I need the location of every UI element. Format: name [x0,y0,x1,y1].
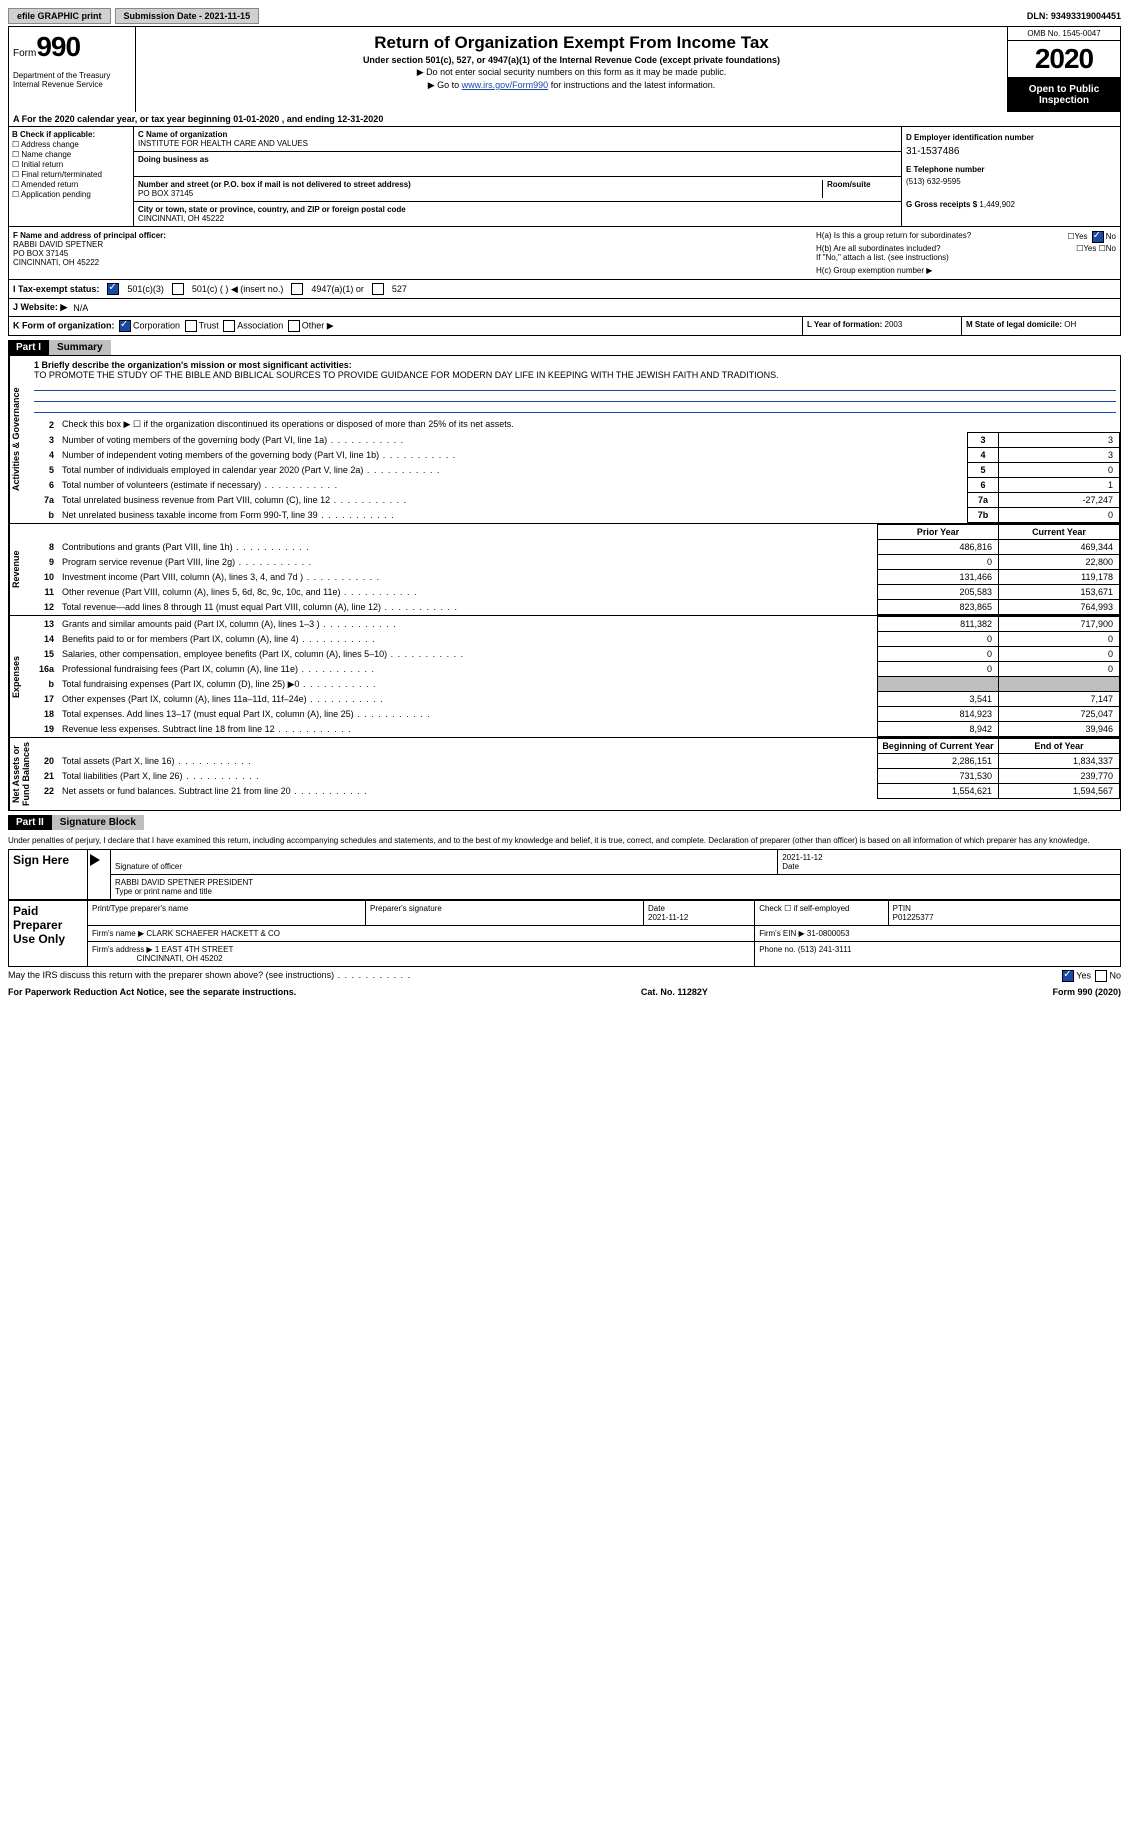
checkbox-discuss-no[interactable] [1095,970,1107,982]
arrow-icon [88,850,111,900]
topbar: efile GRAPHIC print Submission Date - 20… [8,8,1121,24]
org-address: PO BOX 37145 [138,189,822,198]
form-header: Form990 Department of the Treasury Inter… [8,26,1121,112]
page-title: Return of Organization Exempt From Incom… [142,33,1001,53]
dln: DLN: 93493319004451 [1027,11,1121,21]
submission-date: Submission Date - 2021-11-15 [115,8,260,24]
org-city: CINCINNATI, OH 45222 [138,214,897,223]
checkbox-address-change[interactable]: ☐ Address change [12,140,130,149]
mission: 1 Briefly describe the organization's mi… [30,356,1120,417]
part1-header: Part I Summary [8,340,1121,355]
tax-status-row: I Tax-exempt status: 501(c)(3) 501(c) ( … [8,280,1121,299]
expenses-section: Expenses 13Grants and similar amounts pa… [8,616,1121,738]
department: Department of the Treasury Internal Reve… [13,71,131,89]
checkbox-ha-no[interactable] [1092,231,1104,243]
signature-block: Under penalties of perjury, I declare th… [8,834,1121,983]
section-c: C Name of organization INSTITUTE FOR HEA… [134,127,901,226]
tax-year-row: A For the 2020 calendar year, or tax yea… [8,112,1121,127]
netassets-table: Beginning of Current YearEnd of Year20To… [30,738,1120,799]
org-name: INSTITUTE FOR HEALTH CARE AND VALUES [138,139,897,148]
gross-receipts: 1,449,902 [979,200,1015,209]
revenue-section: Revenue Prior YearCurrent Year8Contribut… [8,524,1121,616]
checkbox-corporation[interactable] [119,320,131,332]
checkbox-discuss-yes[interactable] [1062,970,1074,982]
checkbox-501c[interactable] [172,283,184,295]
section-f: F Name and address of principal officer:… [9,227,812,279]
checkbox-amended[interactable]: ☐ Amended return [12,180,130,189]
section-h: H(a) Is this a group return for subordin… [812,227,1120,279]
expenses-table: 13Grants and similar amounts paid (Part … [30,616,1120,737]
section-de: D Employer identification number 31-1537… [901,127,1120,226]
section-b: B Check if applicable: ☐ Address change … [9,127,134,226]
checkbox-app-pending[interactable]: ☐ Application pending [12,190,130,199]
ein: 31-1537486 [906,146,1116,157]
phone: (513) 632-9595 [906,177,1116,186]
checkbox-initial-return[interactable]: ☐ Initial return [12,160,130,169]
checkbox-4947[interactable] [291,283,303,295]
checkbox-527[interactable] [372,283,384,295]
netassets-section: Net Assets or Fund Balances Beginning of… [8,738,1121,811]
form-org-row: K Form of organization: Corporation Trus… [8,317,1121,336]
officer-group-section: F Name and address of principal officer:… [8,227,1121,280]
governance-section: Activities & Governance 1 Briefly descri… [8,355,1121,524]
part2-header: Part II Signature Block [8,815,1121,830]
efile-button[interactable]: efile GRAPHIC print [8,8,111,24]
website-row: J Website: ▶ N/A [8,299,1121,317]
year-box: OMB No. 1545-0047 2020 Open to Public In… [1007,27,1120,112]
governance-table: 2Check this box ▶ ☐ if the organization … [30,417,1120,523]
form-id: Form990 Department of the Treasury Inter… [9,27,136,112]
checkbox-501c3[interactable] [107,283,119,295]
checkbox-final-return[interactable]: ☐ Final return/terminated [12,170,130,179]
checkbox-name-change[interactable]: ☐ Name change [12,150,130,159]
identity-section: B Check if applicable: ☐ Address change … [8,127,1121,227]
revenue-table: Prior YearCurrent Year8Contributions and… [30,524,1120,615]
footer: For Paperwork Reduction Act Notice, see … [8,987,1121,997]
form-title-block: Return of Organization Exempt From Incom… [136,27,1007,112]
irs-link[interactable]: www.irs.gov/Form990 [462,80,549,90]
